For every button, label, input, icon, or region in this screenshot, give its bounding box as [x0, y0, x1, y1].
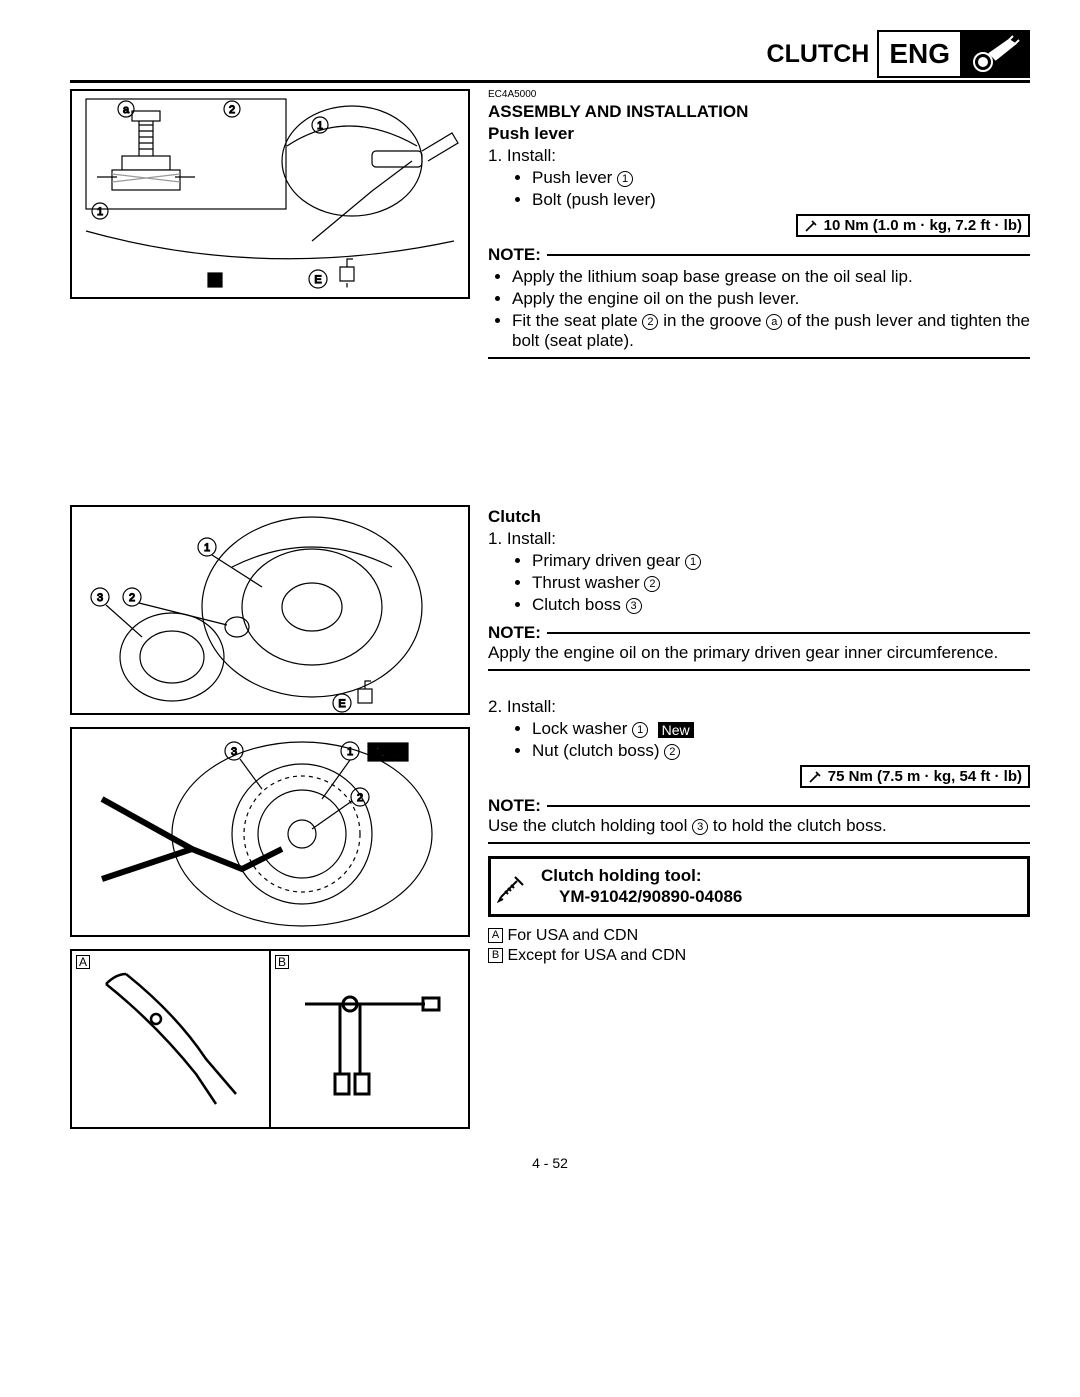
- note-text: Apply the engine oil on the primary driv…: [488, 643, 1030, 663]
- tool-figure-a: A: [70, 949, 269, 1129]
- svg-text:1: 1: [97, 206, 103, 218]
- svg-text:1: 1: [317, 120, 323, 132]
- figure-clutch-tool: 3 1 New 2: [70, 727, 470, 937]
- install-list-2: Primary driven gear 1 Thrust washer 2 Cl…: [488, 551, 1030, 615]
- step-1-1: 1. Install:: [510, 146, 1030, 166]
- sub-title-clutch: Clutch: [488, 507, 1030, 527]
- install-item: Lock washer 1 New: [532, 719, 1030, 739]
- svg-text:2: 2: [357, 792, 363, 804]
- note-item: Fit the seat plate 2 in the groove a of …: [512, 311, 1030, 351]
- tool-callout: Clutch holding tool: YM-91042/90890-0408…: [488, 856, 1030, 917]
- install-item: Bolt (push lever): [532, 190, 1030, 210]
- region-a: A For USA and CDN: [488, 927, 1030, 945]
- doc-code: EC4A5000: [488, 89, 1030, 100]
- header-title: CLUTCH: [767, 40, 870, 69]
- engine-icon: [962, 32, 1028, 76]
- note-list-1: Apply the lithium soap base grease on th…: [488, 267, 1030, 351]
- page-header: CLUTCH ENG: [70, 30, 1030, 78]
- install-item: Primary driven gear 1: [532, 551, 1030, 571]
- svg-text:2: 2: [229, 104, 235, 116]
- step-2-1: 1. Install:: [510, 529, 1030, 549]
- torque-spec-2: 75 Nm (7.5 m · kg, 54 ft · lb): [800, 765, 1030, 788]
- install-item: Thrust washer 2: [532, 573, 1030, 593]
- install-item: Nut (clutch boss) 2: [532, 741, 1030, 761]
- note-heading: NOTE:: [488, 623, 1030, 643]
- note-item: Apply the engine oil on the push lever.: [512, 289, 1030, 309]
- svg-text:E: E: [338, 698, 345, 710]
- svg-text:2: 2: [129, 592, 135, 604]
- install-list-1: Push lever 1 Bolt (push lever): [488, 168, 1030, 210]
- install-item: Clutch boss 3: [532, 595, 1030, 615]
- svg-text:E: E: [314, 274, 321, 286]
- sub-title-push-lever: Push lever: [488, 124, 1030, 144]
- region-b: B Except for USA and CDN: [488, 947, 1030, 965]
- tool-figures: A B: [70, 949, 470, 1129]
- install-list-3: Lock washer 1 New Nut (clutch boss) 2: [488, 719, 1030, 761]
- svg-text:3: 3: [231, 746, 237, 758]
- note-heading: NOTE:: [488, 796, 1030, 816]
- figure-push-lever: a 2 1 1 B E: [70, 89, 470, 299]
- torque-spec-1: 10 Nm (1.0 m · kg, 7.2 ft · lb): [796, 214, 1030, 237]
- tool-icon: [491, 863, 533, 909]
- tool-text: Clutch holding tool: YM-91042/90890-0408…: [533, 859, 750, 914]
- svg-text:a: a: [123, 104, 130, 116]
- note-item: Apply the lithium soap base grease on th…: [512, 267, 1030, 287]
- step-2-2: 2. Install:: [510, 697, 1030, 717]
- region-list: A For USA and CDN B Except for USA and C…: [488, 927, 1030, 965]
- section-title-1: ASSEMBLY AND INSTALLATION: [488, 102, 1030, 122]
- page-number: 4 - 52: [70, 1155, 1030, 1171]
- tool-figure-b: B: [269, 949, 470, 1129]
- header-eng: ENG: [879, 32, 962, 76]
- svg-text:3: 3: [97, 592, 103, 604]
- svg-text:1: 1: [347, 746, 353, 758]
- svg-text:New: New: [376, 745, 400, 759]
- figure-clutch-gear: 1 2 3 E: [70, 505, 470, 715]
- svg-text:B: B: [211, 275, 218, 287]
- note-heading: NOTE:: [488, 245, 1030, 265]
- svg-text:1: 1: [204, 542, 210, 554]
- install-item: Push lever 1: [532, 168, 1030, 188]
- note-text-2: Use the clutch holding tool 3 to hold th…: [488, 816, 1030, 836]
- header-box: ENG: [877, 30, 1030, 78]
